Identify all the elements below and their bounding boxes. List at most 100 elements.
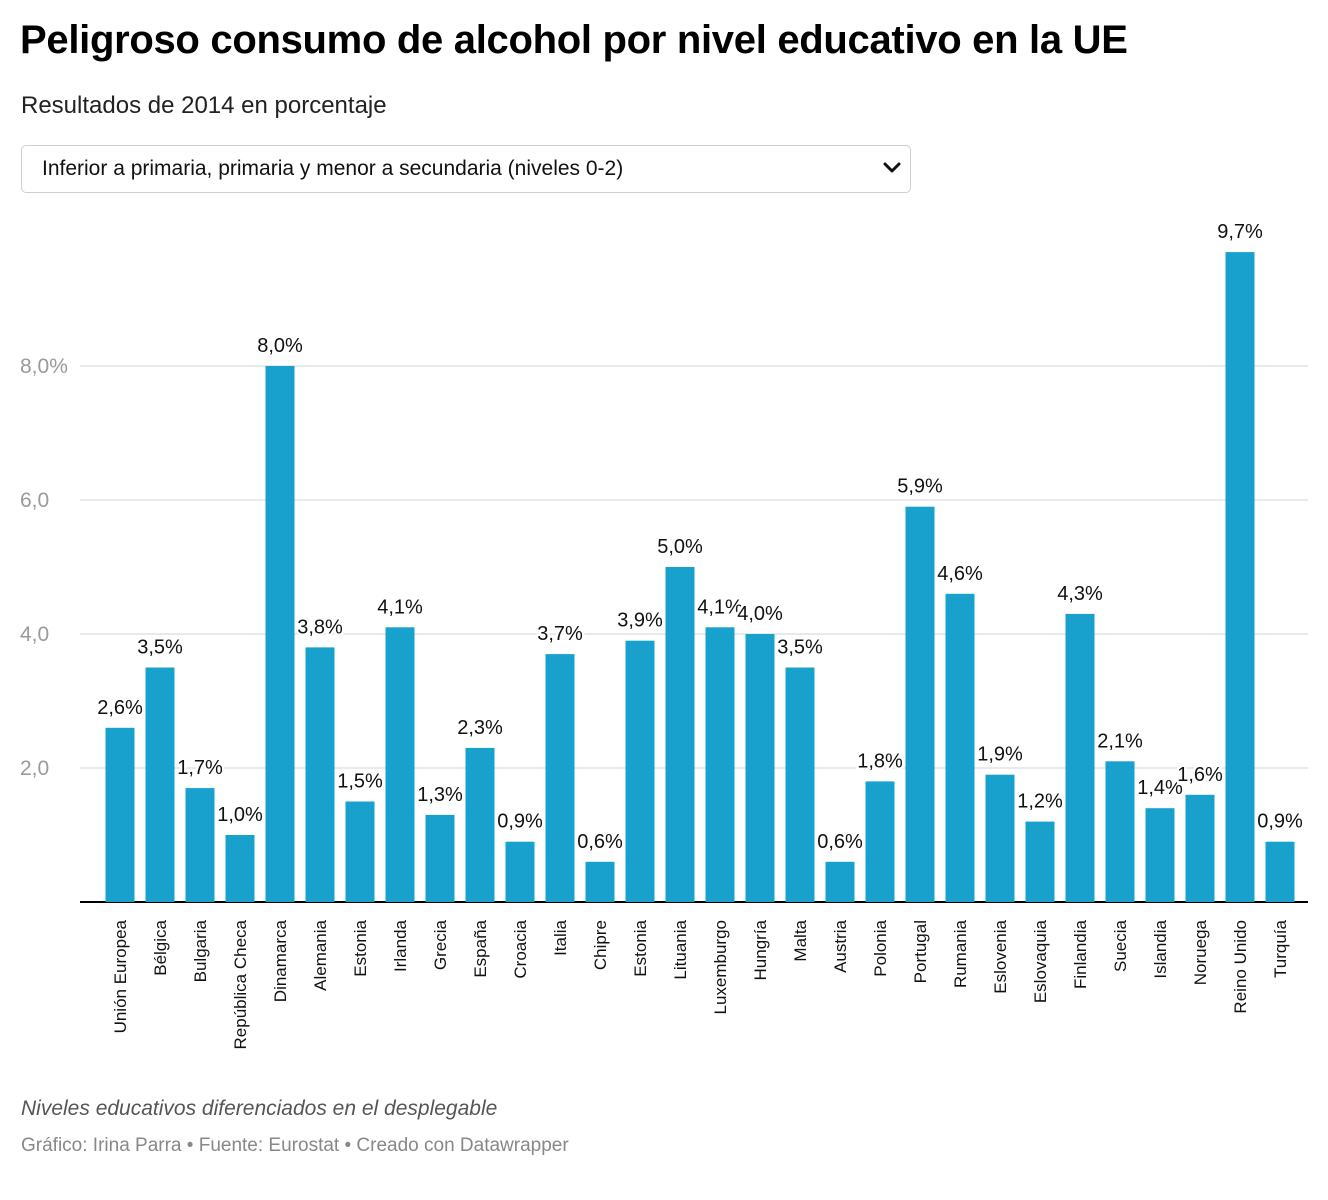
x-tick-label: Malta: [791, 919, 810, 961]
bar: [985, 774, 1015, 902]
x-tick-label: Dinamarca: [271, 919, 290, 1002]
value-label: 4,0%: [737, 603, 783, 625]
x-tick-label: Irlanda: [391, 919, 410, 972]
bar: [145, 667, 175, 902]
bar: [1105, 761, 1135, 902]
bar: [745, 634, 775, 902]
value-label: 1,5%: [337, 771, 383, 793]
value-label: 9,7%: [1217, 221, 1263, 243]
value-label: 1,9%: [977, 744, 1023, 766]
x-tick-label: Austria: [831, 919, 850, 972]
value-label: 8,0%: [257, 335, 303, 357]
x-tick-label: Eslovaquia: [1031, 919, 1050, 1003]
x-tick-label: Estonia: [631, 919, 650, 976]
chevron-down-icon[interactable]: [882, 160, 902, 181]
x-tick-label: Italia: [551, 919, 570, 955]
x-tick-label: Unión Europea: [111, 919, 130, 1033]
value-labels: 2,6% 3,5% 1,7% 1,0% 8,0% 3,8% 1,5% 4,1% 1,3% 2,3%…: [95, 219, 1306, 856]
x-tick-label: Hungría: [751, 919, 770, 980]
x-tick-label: Bélgica: [151, 919, 170, 975]
value-label: 4,3%: [1057, 583, 1103, 605]
value-label: 5,0%: [657, 536, 703, 558]
value-label: 3,7%: [537, 623, 583, 645]
x-tick-label: Noruega: [1191, 919, 1210, 985]
value-label: 1,8%: [857, 750, 903, 772]
value-label: 0,9%: [1257, 811, 1303, 833]
separator: •: [181, 1135, 199, 1156]
value-label: 4,1%: [697, 596, 743, 618]
bar: [425, 814, 455, 902]
bar: [505, 841, 535, 902]
value-label: 1,7%: [177, 757, 223, 779]
value-label: 0,6%: [577, 831, 623, 853]
value-label: 4,6%: [937, 563, 983, 585]
bar: [585, 861, 615, 902]
value-label: 3,9%: [617, 610, 663, 632]
bar: [865, 781, 895, 902]
x-tick-label: Grecia: [431, 919, 450, 970]
x-tick-label: República Checa: [231, 919, 250, 1049]
bar: [1145, 808, 1175, 902]
chart-footer: Gráfico: Irina Parra • Fuente: Eurostat …: [21, 1135, 569, 1157]
bar: [545, 654, 575, 902]
chart-title: Peligroso consumo de alcohol por nivel e…: [20, 18, 1128, 62]
bar: [1065, 613, 1095, 902]
x-tick-label: Portugal: [911, 920, 930, 983]
x-tick-label: Eslovenia: [991, 919, 1010, 993]
x-tick-label: Suecia: [1111, 919, 1130, 972]
credit-text: Gráfico: Irina Parra: [21, 1135, 182, 1156]
y-tick-label: 2,0: [20, 757, 49, 780]
x-tick-label: Polonia: [871, 919, 890, 976]
value-label: 0,6%: [817, 831, 863, 853]
bar: [105, 727, 135, 902]
education-level-select[interactable]: Inferior a primaria, primaria y menor a …: [21, 145, 911, 193]
value-label: 0,9%: [497, 811, 543, 833]
x-tick-label: Bulgaria: [191, 919, 210, 982]
x-tick-label: Lituania: [671, 919, 690, 979]
value-label: 1,0%: [217, 804, 263, 826]
bar: [385, 627, 415, 902]
bar: [1225, 252, 1255, 903]
bars: [105, 252, 1295, 903]
bar: [905, 506, 935, 902]
bar-chart: 2,0 4,0 6,0 8,0% 2,6% 3,5% 1,7% 1,0% 8,0% 3,8% 1,…: [20, 219, 1308, 1049]
bar: [945, 593, 975, 902]
bar: [1025, 821, 1055, 902]
x-tick-label: Reino Unido: [1231, 920, 1250, 1014]
chart-subtitle: Resultados de 2014 en porcentaje: [21, 92, 387, 119]
bar: [1265, 841, 1295, 902]
bar: [625, 640, 655, 902]
x-tick-label: Chipre: [591, 920, 610, 970]
x-tick-label: Finlandia: [1071, 919, 1090, 989]
x-tick-label: Croacia: [511, 919, 530, 978]
x-tick-label: Rumania: [951, 919, 970, 988]
value-label: 3,8%: [297, 616, 343, 638]
chart-note: Niveles educativos diferenciados en el d…: [21, 1097, 498, 1120]
source-text: Fuente: Eurostat: [198, 1135, 340, 1156]
bar: [465, 747, 495, 902]
value-label: 1,3%: [417, 784, 463, 806]
value-label: 5,9%: [897, 476, 943, 498]
value-label: 3,5%: [777, 637, 823, 659]
y-tick-label: 4,0: [20, 623, 49, 646]
value-label: 1,6%: [1177, 764, 1223, 786]
x-tick-label: Turquía: [1271, 919, 1290, 978]
y-tick-label: 6,0: [20, 489, 49, 512]
bar: [345, 801, 375, 902]
value-label: 4,1%: [377, 596, 423, 618]
bar: [825, 861, 855, 902]
value-label: 2,3%: [457, 717, 503, 739]
x-tick-label: Islandia: [1151, 919, 1170, 978]
value-label: 2,6%: [97, 697, 143, 719]
x-axis-labels: Unión Europea Bélgica Bulgaria República Ch…: [111, 919, 1290, 1049]
bar: [265, 366, 295, 902]
value-label: 2,1%: [1097, 730, 1143, 752]
tool-text: Creado con Datawrapper: [356, 1135, 569, 1156]
value-label: 3,5%: [137, 637, 183, 659]
bar: [185, 788, 215, 902]
y-tick-label: 8,0%: [20, 355, 68, 378]
bar: [665, 567, 695, 902]
value-label: 1,4%: [1137, 777, 1183, 799]
x-tick-label: Luxemburgo: [711, 920, 730, 1015]
bar: [785, 667, 815, 902]
